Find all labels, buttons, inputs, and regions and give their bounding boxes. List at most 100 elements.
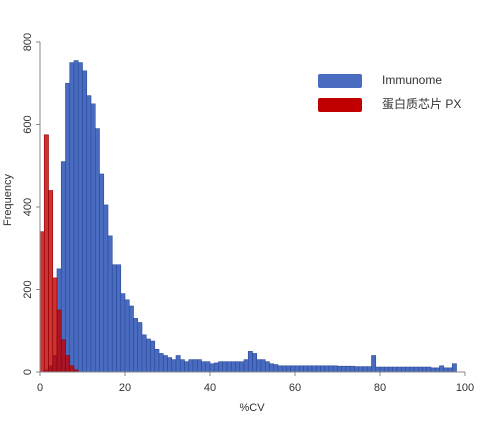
histogram-bar — [90, 103, 96, 373]
histogram-bar — [337, 365, 343, 373]
histogram-bar — [311, 365, 317, 373]
histogram-bar — [447, 367, 453, 373]
histogram-bar — [366, 366, 372, 373]
histogram-bar — [235, 361, 241, 373]
histogram-bar — [201, 361, 207, 373]
legend-swatch — [318, 98, 362, 112]
histogram-bar — [133, 318, 139, 373]
histogram-bar — [281, 365, 287, 373]
histogram-bar — [294, 365, 300, 373]
histogram-bar — [379, 366, 385, 373]
histogram-bar — [162, 355, 168, 373]
y-axis-label: Frequency — [2, 174, 14, 226]
histogram-bar — [426, 366, 432, 373]
histogram-bar — [260, 359, 266, 373]
histogram-bar — [371, 355, 377, 373]
histogram-bar — [226, 361, 232, 373]
histogram-bar — [175, 355, 181, 373]
y-tick-label: 0 — [22, 369, 34, 375]
histogram-bar — [56, 309, 62, 373]
histogram-bar — [290, 365, 296, 373]
histogram-bar — [179, 359, 185, 373]
histogram-bar — [417, 366, 423, 373]
y-tick-label: 600 — [22, 115, 34, 133]
histogram-bar — [154, 349, 160, 373]
histogram-bar — [43, 134, 49, 373]
x-tick-label: 40 — [204, 382, 216, 394]
x-tick-label: 100 — [456, 382, 474, 394]
histogram-bar — [430, 367, 436, 373]
histogram-bar — [332, 365, 338, 373]
histogram-bar — [184, 361, 190, 373]
x-tick-label: 20 — [119, 382, 131, 394]
histogram-bar — [358, 366, 364, 373]
histogram-bar — [349, 365, 355, 373]
histogram-bar — [388, 366, 394, 373]
legend-label: Immunome — [382, 73, 442, 87]
histogram-bar — [171, 359, 177, 373]
histogram-bar — [252, 353, 258, 373]
histogram-bar — [375, 366, 381, 373]
histogram-bar — [218, 361, 224, 373]
x-tick-label: 0 — [37, 382, 43, 394]
histogram-bar — [99, 173, 105, 373]
histogram-bar — [286, 365, 292, 373]
histogram-bar — [48, 190, 54, 373]
x-tick-label: 60 — [289, 382, 301, 394]
histogram-bar — [243, 359, 249, 373]
histogram-bar — [451, 363, 457, 373]
histogram-bar — [434, 367, 440, 373]
histogram-bar — [120, 293, 126, 373]
histogram-bar — [303, 365, 309, 373]
histogram-bar — [396, 366, 402, 373]
x-tick-label: 80 — [374, 382, 386, 394]
histogram-bar — [141, 334, 147, 373]
histogram-bar — [383, 366, 389, 373]
histogram-bar — [158, 353, 164, 373]
histogram-bar — [205, 361, 211, 373]
histogram-bar — [69, 365, 75, 373]
histogram-bar — [341, 365, 347, 373]
histogram-bar — [315, 365, 321, 373]
histogram-bar — [86, 95, 92, 373]
y-tick-label: 400 — [22, 198, 34, 216]
histogram-bar — [196, 359, 202, 373]
histogram-bar — [137, 322, 143, 373]
histogram-bar — [65, 82, 71, 373]
histogram-bar — [60, 339, 66, 373]
histogram-bar — [150, 340, 156, 373]
histogram-bar — [409, 366, 415, 373]
histogram-bar — [188, 359, 194, 373]
legend-swatch — [318, 74, 362, 88]
histogram-bar — [65, 355, 71, 373]
histogram-bar — [73, 60, 79, 373]
histogram-bar — [269, 363, 275, 373]
histogram-bar — [439, 365, 445, 373]
histogram-bar — [39, 231, 45, 373]
histogram-bar — [192, 359, 198, 373]
histogram-bar — [116, 264, 122, 373]
histogram-bar — [443, 367, 449, 373]
histogram-bar — [82, 70, 88, 373]
histogram-bar — [247, 351, 253, 373]
histogram-bar — [145, 338, 151, 373]
legend-label: 蛋白质芯片 PX — [382, 96, 461, 111]
histogram-bar — [392, 366, 398, 373]
histogram-bar — [103, 204, 109, 373]
histogram-bar — [230, 361, 236, 373]
histogram-bar — [209, 363, 215, 373]
histogram-bar — [345, 365, 351, 373]
histogram-bar — [264, 361, 270, 373]
histogram-bar — [111, 264, 117, 373]
histogram-bar — [324, 365, 330, 373]
histogram-bar — [413, 366, 419, 373]
histogram-bar — [298, 365, 304, 373]
histogram-bar — [128, 305, 134, 373]
histogram-bar — [213, 362, 219, 373]
x-axis-label: %CV — [239, 402, 265, 414]
histogram-bar — [362, 366, 368, 373]
histogram-bar — [167, 357, 173, 373]
y-tick-label: 800 — [22, 33, 34, 51]
histogram-bar — [239, 361, 245, 373]
